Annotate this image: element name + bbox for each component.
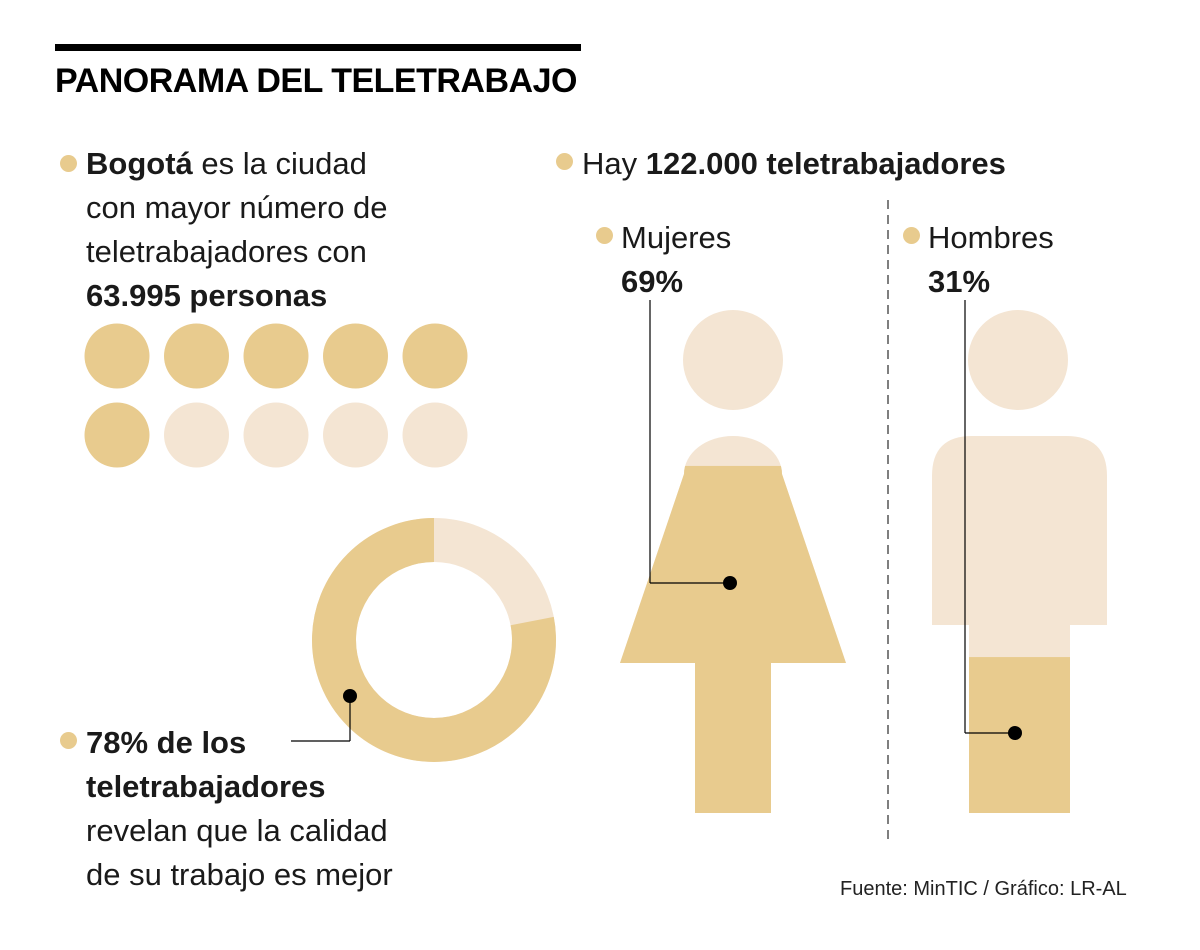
dot-grid-chart — [84, 323, 468, 468]
page-title: PANORAMA DEL TELETRABAJO — [55, 62, 577, 100]
bogota-line-1: Bogotá es la ciudad — [86, 142, 367, 186]
men-percent: 31% — [928, 264, 991, 299]
women-label: Mujeres — [621, 220, 732, 255]
dot-5 — [402, 323, 468, 389]
bogota-line-3: teletrabajadores con — [86, 234, 367, 269]
bullet-dot-bogota — [60, 155, 77, 172]
bullet-dot-total — [556, 153, 573, 170]
bogota-line-2: con mayor número de — [86, 190, 388, 225]
men-label: Hombres — [928, 220, 1054, 255]
bullet-dot-men — [903, 227, 920, 244]
bogota-city: Bogotá — [86, 146, 193, 181]
bogota-count: 63.995 personas — [86, 278, 328, 313]
dot-1 — [84, 323, 150, 389]
woman-figure — [620, 310, 846, 813]
women-percent: 69% — [621, 264, 684, 299]
title-rule — [55, 44, 581, 51]
quality-line-3: revelan que la calidad — [86, 813, 388, 848]
dot-4 — [323, 323, 388, 389]
bullet-dot-women — [596, 227, 613, 244]
dot-6 — [84, 402, 150, 468]
dot-8 — [243, 402, 309, 468]
woman-fill-bar — [620, 465, 846, 813]
total-prefix: Hay — [582, 146, 646, 181]
bullet-dot-quality — [60, 732, 77, 749]
total-line: Hay 122.000 teletrabajadores — [582, 142, 1006, 186]
man-leader-dot — [1008, 726, 1022, 740]
donut-chart — [312, 518, 556, 762]
dot-7 — [164, 402, 229, 468]
donut-leader-dot — [343, 689, 357, 703]
bogota-line-1-rest: es la ciudad — [192, 146, 367, 181]
source-credit: Fuente: MinTIC / Gráfico: LR-AL — [840, 878, 1127, 900]
dot-10 — [402, 402, 468, 468]
dot-2 — [164, 323, 229, 389]
quality-line-2: teletrabajadores — [86, 769, 326, 804]
dot-3 — [243, 323, 309, 389]
donut-slice-main — [312, 518, 556, 762]
dot-9 — [323, 402, 388, 468]
woman-leader-dot — [723, 576, 737, 590]
total-count: 122.000 teletrabajadores — [645, 146, 1006, 181]
quality-line-1: 78% de los — [86, 725, 247, 760]
quality-line-4: de su trabajo es mejor — [86, 857, 393, 892]
man-figure — [932, 310, 1107, 813]
